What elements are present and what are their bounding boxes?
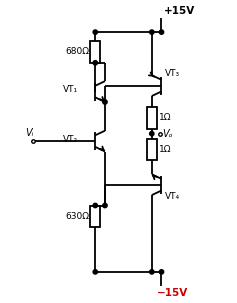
Text: Vᵢ: Vᵢ bbox=[25, 128, 33, 138]
Circle shape bbox=[159, 270, 164, 274]
Circle shape bbox=[103, 203, 107, 208]
Circle shape bbox=[103, 100, 107, 104]
Circle shape bbox=[159, 30, 164, 34]
Text: 630Ω: 630Ω bbox=[65, 212, 89, 221]
Text: VT₃: VT₃ bbox=[164, 69, 180, 78]
Text: VT₄: VT₄ bbox=[164, 192, 180, 201]
Text: 680Ω: 680Ω bbox=[65, 48, 89, 56]
Circle shape bbox=[93, 203, 97, 208]
Bar bbox=[90, 205, 100, 227]
Text: 1Ω: 1Ω bbox=[159, 113, 171, 122]
Circle shape bbox=[150, 270, 154, 274]
Text: 1Ω: 1Ω bbox=[159, 145, 171, 154]
Circle shape bbox=[93, 30, 97, 34]
Text: Vₒ: Vₒ bbox=[163, 129, 173, 139]
Bar bbox=[147, 138, 157, 160]
Circle shape bbox=[150, 132, 154, 136]
Text: −15V: −15V bbox=[157, 288, 188, 298]
Text: VT₂: VT₂ bbox=[63, 135, 78, 144]
Text: VT₁: VT₁ bbox=[63, 85, 78, 94]
Bar bbox=[147, 107, 157, 129]
Bar bbox=[90, 41, 100, 63]
Circle shape bbox=[150, 30, 154, 34]
Circle shape bbox=[93, 61, 97, 65]
Text: +15V: +15V bbox=[164, 6, 195, 16]
Circle shape bbox=[93, 270, 97, 274]
